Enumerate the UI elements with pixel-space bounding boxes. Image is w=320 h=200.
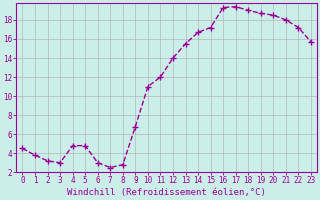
X-axis label: Windchill (Refroidissement éolien,°C): Windchill (Refroidissement éolien,°C) <box>67 188 266 197</box>
